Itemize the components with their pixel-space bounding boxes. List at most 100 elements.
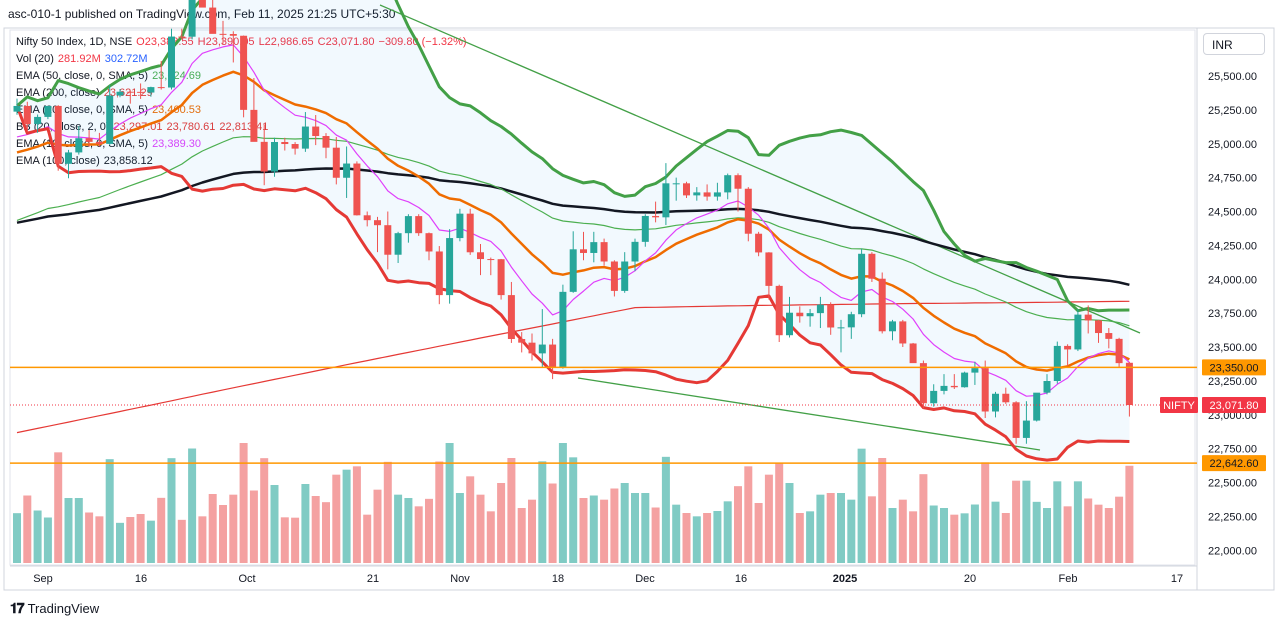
candle[interactable] (652, 215, 660, 218)
candle[interactable] (621, 261, 629, 291)
candle[interactable] (1022, 420, 1030, 438)
candle[interactable] (1095, 320, 1102, 334)
candle[interactable] (312, 126, 320, 137)
candle[interactable] (930, 390, 938, 404)
legend-row[interactable]: EMA (50, close, 0, SMA, 5)23,624.69 (16, 68, 467, 85)
candle[interactable] (157, 87, 165, 89)
candle[interactable] (827, 304, 835, 328)
candle[interactable] (363, 215, 371, 221)
candle[interactable] (1053, 345, 1061, 382)
candle[interactable] (497, 259, 505, 296)
candle[interactable] (909, 343, 917, 364)
candle[interactable] (75, 138, 83, 153)
candle[interactable] (868, 253, 876, 279)
candle[interactable] (1033, 392, 1041, 421)
candle[interactable] (332, 147, 340, 178)
candle[interactable] (301, 126, 309, 149)
candle[interactable] (219, 33, 227, 35)
candle[interactable] (961, 372, 969, 388)
candle[interactable] (1074, 314, 1082, 350)
candle[interactable] (404, 216, 412, 234)
candle[interactable] (1125, 362, 1133, 406)
candle[interactable] (240, 35, 248, 110)
candle[interactable] (1043, 381, 1051, 393)
candle[interactable] (126, 91, 134, 93)
candle[interactable] (899, 321, 907, 344)
candle[interactable] (415, 216, 423, 234)
candle[interactable] (992, 393, 999, 412)
candle[interactable] (858, 253, 866, 315)
candle[interactable] (394, 233, 402, 255)
candle[interactable] (281, 141, 289, 145)
candle[interactable] (137, 91, 145, 93)
candle[interactable] (13, 105, 21, 112)
candle[interactable] (889, 321, 896, 332)
candle[interactable] (806, 313, 814, 317)
candle[interactable] (466, 213, 474, 253)
candle[interactable] (837, 327, 845, 329)
candle[interactable] (703, 192, 711, 197)
candle[interactable] (518, 339, 526, 343)
candle[interactable] (425, 233, 433, 252)
tradingview-footer[interactable]: 𝟏𝟕 TradingView (10, 600, 99, 617)
candle[interactable] (940, 385, 948, 391)
candle[interactable] (713, 192, 721, 197)
candle[interactable] (672, 183, 680, 185)
candle[interactable] (198, 0, 206, 8)
candle[interactable] (950, 385, 958, 388)
candle[interactable] (168, 36, 175, 88)
candle[interactable] (435, 251, 443, 296)
currency-selector[interactable]: INR (1203, 33, 1265, 55)
candle[interactable] (1064, 345, 1072, 350)
candle[interactable] (683, 183, 690, 196)
candle[interactable] (456, 213, 464, 239)
candle[interactable] (693, 192, 701, 196)
candle[interactable] (353, 163, 361, 216)
candle[interactable] (291, 144, 299, 149)
candle[interactable] (343, 163, 351, 178)
candle[interactable] (600, 242, 608, 262)
candle[interactable] (559, 291, 567, 368)
candle[interactable] (796, 312, 804, 317)
candle[interactable] (662, 183, 670, 218)
candle[interactable] (34, 116, 42, 125)
candle[interactable] (786, 312, 793, 336)
candle[interactable] (641, 215, 649, 242)
candle[interactable] (384, 225, 392, 255)
candle[interactable] (878, 278, 886, 332)
candle[interactable] (569, 249, 577, 292)
candle[interactable] (178, 36, 186, 38)
candle[interactable] (209, 7, 217, 34)
candle[interactable] (775, 285, 783, 336)
candle[interactable] (507, 295, 515, 340)
candle[interactable] (44, 105, 52, 117)
candle[interactable] (65, 152, 72, 164)
candle[interactable] (971, 368, 979, 373)
candle[interactable] (1002, 393, 1010, 403)
candle[interactable] (631, 241, 639, 262)
candle[interactable] (919, 363, 927, 404)
candle[interactable] (981, 368, 989, 412)
candle[interactable] (549, 344, 557, 368)
candle[interactable] (847, 314, 855, 328)
candle[interactable] (765, 252, 773, 286)
candle[interactable] (446, 238, 454, 296)
candle[interactable] (250, 109, 258, 142)
candle[interactable] (477, 252, 484, 260)
candle[interactable] (816, 304, 824, 314)
candle[interactable] (374, 220, 381, 226)
candle[interactable] (85, 138, 93, 142)
candle[interactable] (54, 105, 62, 164)
candle[interactable] (538, 344, 546, 354)
candle[interactable] (724, 175, 732, 193)
candle[interactable] (23, 105, 31, 125)
candle[interactable] (755, 233, 763, 253)
candle[interactable] (580, 249, 587, 253)
candle[interactable] (116, 91, 124, 96)
candle[interactable] (610, 261, 618, 291)
candle[interactable] (322, 136, 330, 148)
candle[interactable] (271, 141, 278, 172)
candle[interactable] (487, 259, 495, 261)
candle[interactable] (528, 342, 536, 354)
